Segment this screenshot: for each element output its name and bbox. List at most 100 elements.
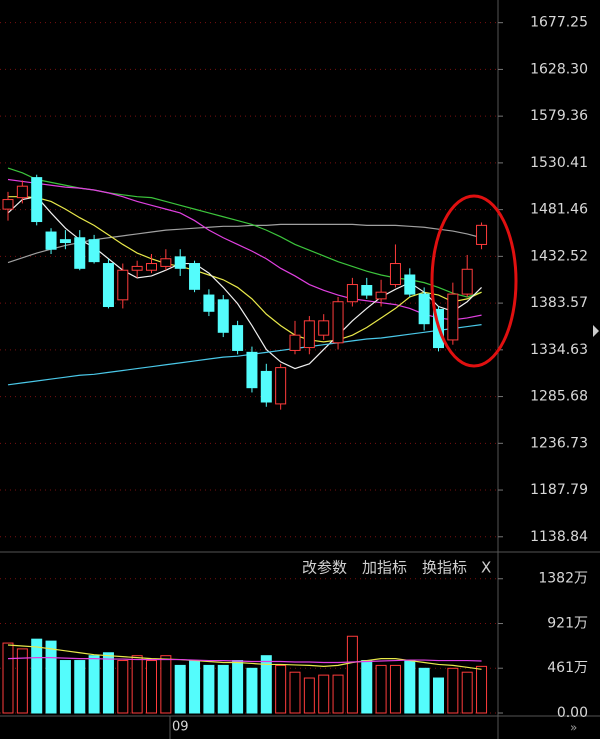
candle-body <box>31 177 43 223</box>
volume-bar <box>16 648 28 714</box>
candle-body <box>203 294 215 312</box>
y-tick-label: 1677.25 <box>530 15 588 31</box>
volume-bar <box>45 640 57 714</box>
y-tick-label: 1138.84 <box>530 529 588 545</box>
candle-body <box>246 351 258 389</box>
volume-bar <box>59 660 71 714</box>
y-tick-label: 1481.46 <box>530 202 588 218</box>
volume-bar <box>433 677 444 714</box>
y-tick-label: 1236.73 <box>530 435 588 451</box>
candle-body <box>146 263 157 271</box>
moving-average <box>7 196 482 370</box>
candle-body <box>232 325 244 351</box>
volume-bar <box>2 642 14 714</box>
toolbar-button[interactable]: 改参数 <box>302 559 347 577</box>
candle-body <box>476 224 488 245</box>
candle-body <box>318 320 330 336</box>
volume-bar <box>31 638 43 714</box>
volume-bar <box>232 660 244 714</box>
candle-body <box>447 293 459 341</box>
y-tick-label: 1579.36 <box>530 108 588 124</box>
candle-body <box>461 268 473 295</box>
candle-body <box>217 299 229 333</box>
volume-bar <box>346 635 358 714</box>
close-button[interactable]: X <box>481 559 491 577</box>
candle-body <box>160 258 172 267</box>
candle-body <box>303 320 315 349</box>
volume-bar <box>102 652 114 714</box>
volume-bar <box>461 671 473 714</box>
candle-body <box>59 239 71 244</box>
volume-bar <box>246 667 258 714</box>
volume-bar <box>88 655 100 714</box>
scroll-button[interactable]: » <box>570 721 577 735</box>
volume-bar <box>117 660 129 714</box>
moving-average <box>7 657 482 664</box>
volume-bar <box>476 665 488 714</box>
y-tick-label: 1285.68 <box>530 389 588 405</box>
volume-bar <box>361 660 373 714</box>
volume-bar <box>375 664 387 714</box>
volume-bar <box>203 664 215 714</box>
candle-body <box>102 263 114 308</box>
volume-bar <box>146 660 157 714</box>
volume-bar <box>404 660 416 714</box>
candle-body <box>332 301 344 344</box>
candle-body <box>275 367 287 405</box>
volume-bar <box>389 664 401 714</box>
volume-bar <box>189 660 201 714</box>
candle-body <box>418 293 430 325</box>
volume-bar <box>318 674 330 714</box>
y-tick-label: 1628.30 <box>530 61 588 77</box>
candle-body <box>74 237 86 269</box>
moving-average <box>7 324 482 386</box>
candle-body <box>404 274 416 295</box>
y-tick-label: 921万 <box>547 616 588 632</box>
candle-body <box>361 285 373 296</box>
candle-body <box>389 263 401 286</box>
moving-average <box>7 644 482 670</box>
candle-body <box>174 256 186 269</box>
y-tick-label: 1334.63 <box>530 342 588 358</box>
moving-average <box>8 196 482 343</box>
candle-body <box>16 185 28 199</box>
y-tick-label: 1187.79 <box>530 482 588 498</box>
volume-bar <box>74 660 86 714</box>
volume-bar <box>174 664 186 714</box>
volume-bar <box>217 664 229 714</box>
y-tick-label: 1382万 <box>538 571 588 587</box>
volume-bar <box>447 667 459 714</box>
highlight-circle <box>430 194 518 368</box>
candle-body <box>189 263 201 290</box>
candle-body <box>289 334 301 351</box>
candle-body <box>88 239 100 263</box>
month-label: 09 <box>172 720 189 735</box>
candle-body <box>117 269 129 301</box>
volume-bar <box>275 664 287 714</box>
volume-bar <box>131 655 143 714</box>
volume-bar <box>160 655 172 714</box>
volume-bar <box>418 667 430 714</box>
candle-body <box>375 291 387 300</box>
toolbar-button[interactable]: 换指标 <box>422 559 467 577</box>
moving-average <box>7 223 482 264</box>
y-tick-label: 1530.41 <box>530 155 588 171</box>
y-tick-label: 461万 <box>547 660 588 676</box>
candle-body <box>346 284 358 303</box>
toolbar-button[interactable]: 加指标 <box>362 559 407 577</box>
moving-average <box>7 178 482 321</box>
candle-body <box>260 370 272 403</box>
y-tick-label: 0.00 <box>557 705 588 721</box>
volume-bar <box>260 655 272 714</box>
volume-bar <box>289 671 301 714</box>
expand-arrow[interactable] <box>593 325 599 337</box>
candle-body <box>131 265 143 271</box>
y-tick-label: 1432.52 <box>530 248 588 264</box>
volume-bar <box>303 677 315 714</box>
candle-body <box>45 231 57 250</box>
volume-bar <box>332 674 344 714</box>
candle-body <box>2 199 14 210</box>
y-tick-label: 1383.57 <box>530 295 588 311</box>
